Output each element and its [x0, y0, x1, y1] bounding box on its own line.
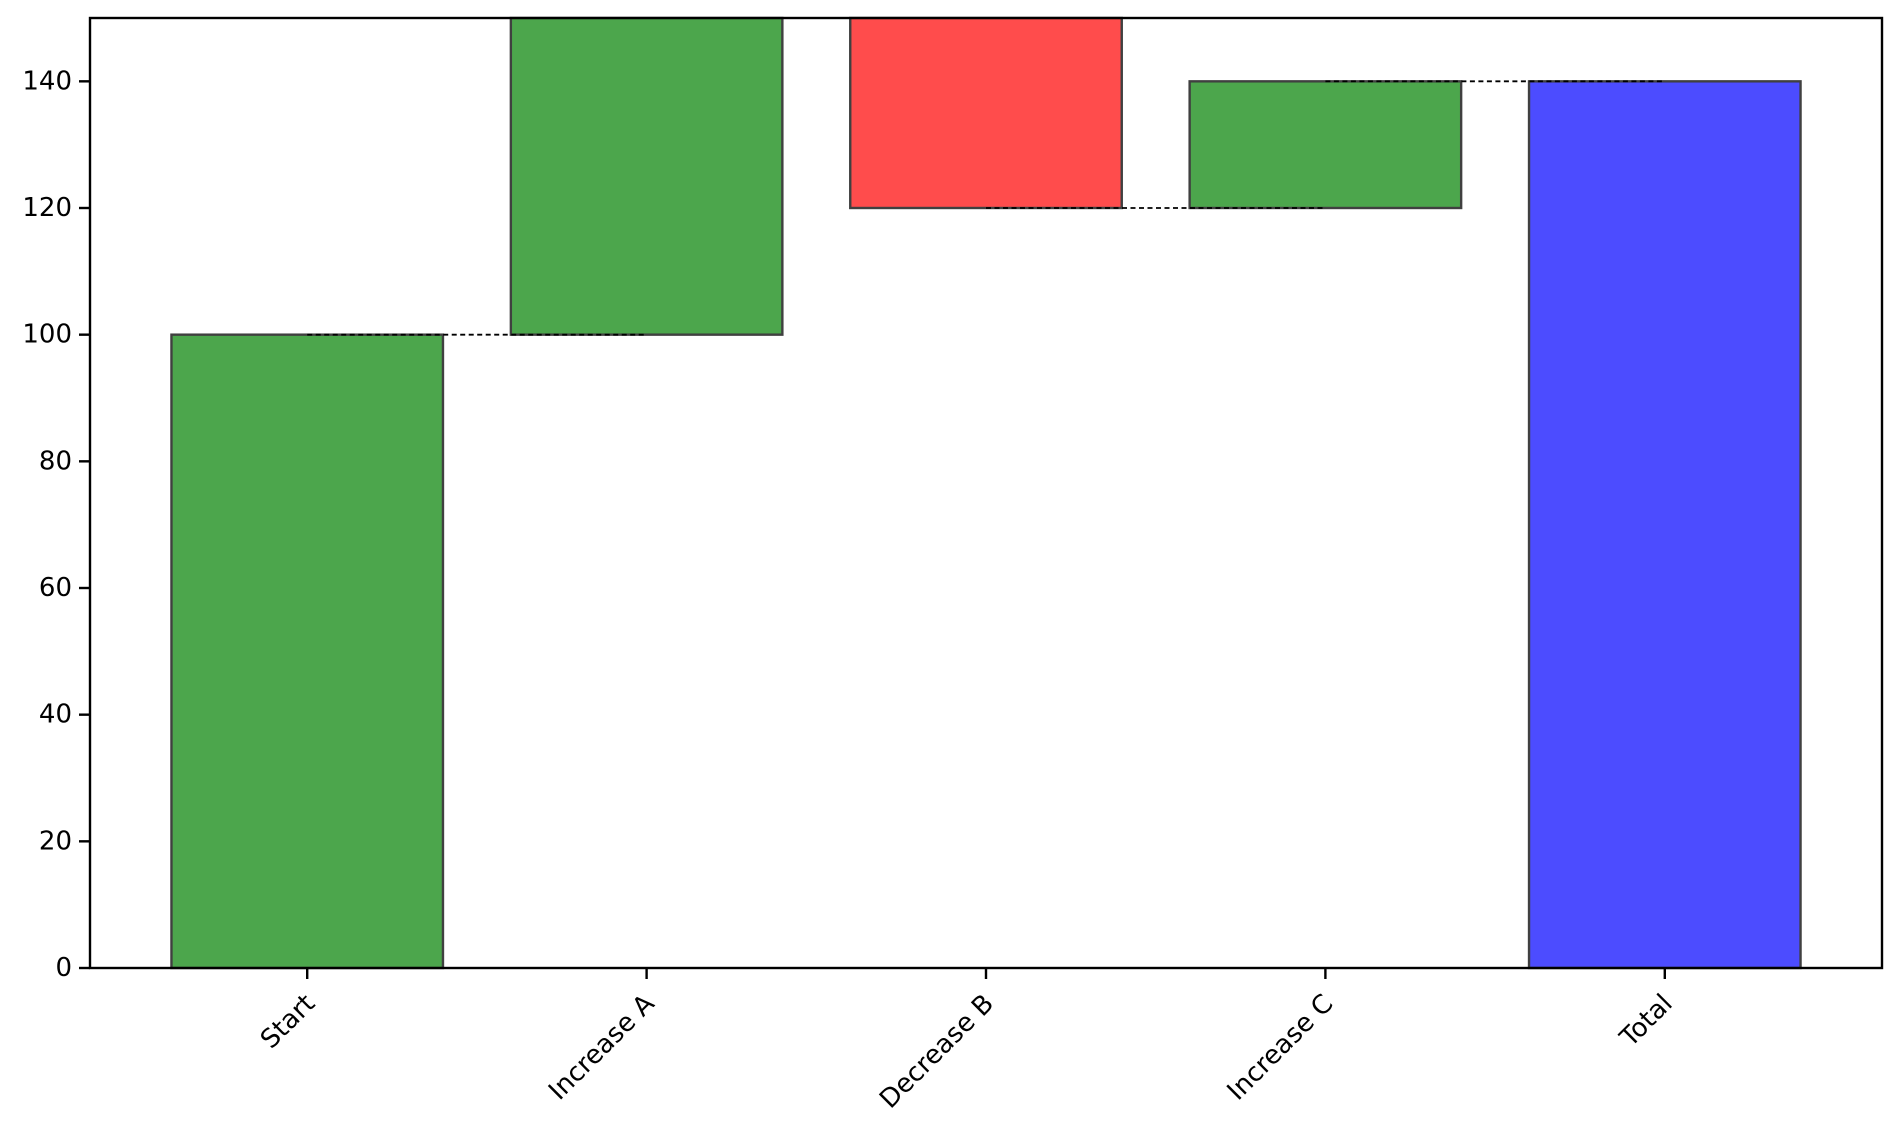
y-tick-label: 100	[22, 320, 72, 350]
y-tick-label: 20	[39, 826, 72, 856]
y-tick-label: 40	[39, 700, 72, 730]
plot-border	[88, 16, 1884, 970]
bar-start	[170, 333, 445, 970]
y-tick-label: 140	[22, 66, 72, 96]
bar-total	[1527, 80, 1802, 970]
bar-increase-c	[1188, 80, 1463, 210]
y-tick-label: 0	[55, 953, 72, 983]
y-tick-label: 80	[39, 446, 72, 476]
bar-decrease-b	[849, 16, 1123, 210]
bar-increase-a	[509, 16, 784, 336]
y-tick-label: 120	[22, 193, 72, 223]
y-tick-label: 60	[39, 573, 72, 603]
